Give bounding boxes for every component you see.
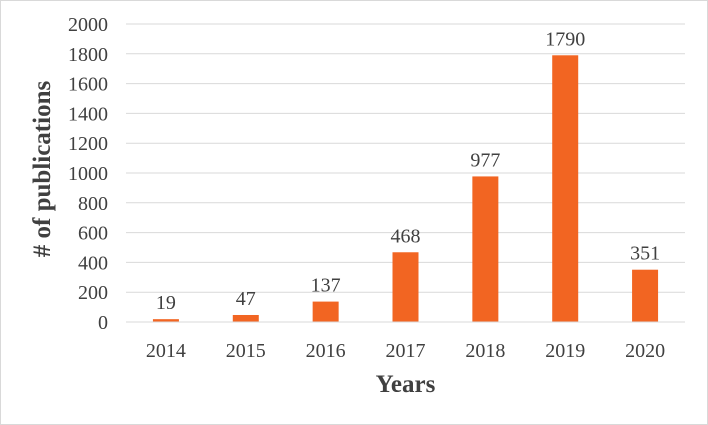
x-tick-label: 2015 bbox=[226, 340, 266, 362]
y-tick-label: 2000 bbox=[68, 14, 108, 36]
gridlines bbox=[126, 23, 685, 293]
bar-2017 bbox=[392, 252, 419, 322]
x-axis-title: Years bbox=[376, 371, 436, 398]
data-label-2018: 977 bbox=[470, 149, 500, 171]
y-axis-title: # of publications bbox=[29, 81, 56, 258]
bars bbox=[152, 55, 659, 322]
bar-2018 bbox=[472, 176, 499, 322]
x-tick-label: 2018 bbox=[465, 340, 505, 362]
x-tick-label: 2019 bbox=[545, 340, 585, 362]
x-tick-label: 2014 bbox=[146, 340, 186, 362]
y-tick-label: 1200 bbox=[68, 133, 108, 155]
bar-2020 bbox=[632, 269, 659, 322]
data-label-2020: 351 bbox=[630, 243, 660, 265]
y-tick-label: 0 bbox=[98, 312, 108, 334]
bar-2016 bbox=[312, 301, 339, 322]
y-tick-label: 1000 bbox=[68, 163, 108, 185]
x-tick-label: 2016 bbox=[306, 340, 346, 362]
bar-2014 bbox=[152, 319, 179, 322]
x-tick-label: 2017 bbox=[386, 340, 426, 362]
bar-2019 bbox=[552, 55, 579, 322]
y-tick-label: 600 bbox=[78, 223, 108, 245]
x-axis-ticks: 2014 2015 2016 2017 2018 2019 2020 bbox=[146, 340, 665, 362]
data-label-2017: 468 bbox=[391, 225, 421, 247]
data-label-2019: 1790 bbox=[545, 28, 585, 50]
y-tick-label: 1800 bbox=[68, 44, 108, 66]
bar-2015 bbox=[232, 314, 259, 322]
y-tick-label: 800 bbox=[78, 193, 108, 215]
x-tick-label: 2020 bbox=[625, 340, 665, 362]
data-label-2014: 19 bbox=[156, 292, 176, 314]
data-label-2015: 47 bbox=[236, 288, 256, 310]
y-tick-label: 400 bbox=[78, 252, 108, 274]
y-tick-label: 1400 bbox=[68, 103, 108, 125]
y-tick-label: 1600 bbox=[68, 74, 108, 96]
y-axis-ticks: 0 200 400 600 800 1000 1200 1400 1600 1800 2000 bbox=[68, 14, 108, 334]
y-tick-label: 200 bbox=[78, 282, 108, 304]
data-label-2016: 137 bbox=[311, 275, 341, 297]
data-labels: 19 47 137 468 977 1790 351 bbox=[156, 28, 660, 314]
